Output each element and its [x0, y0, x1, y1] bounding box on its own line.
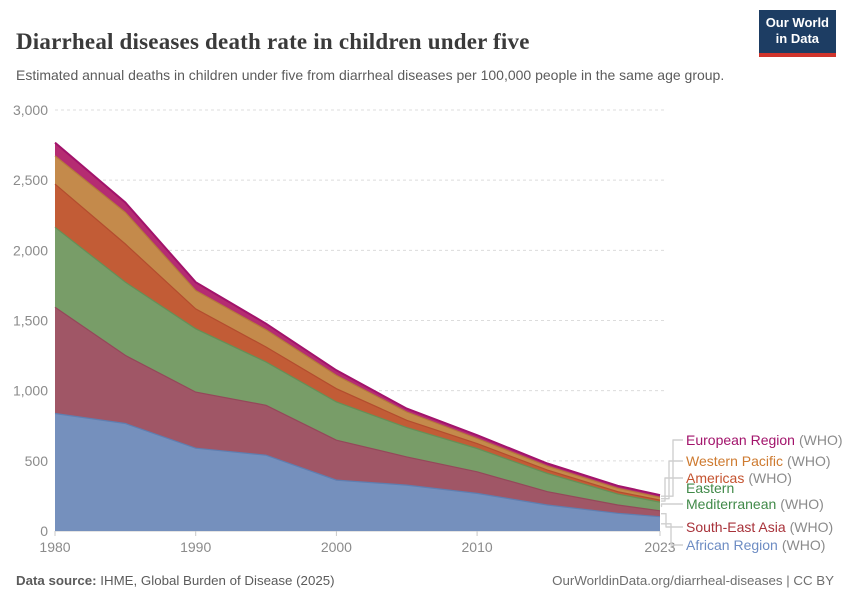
area-band-eastern-mediterranean[interactable]: [55, 227, 660, 511]
legend-connector-african-region: [661, 523, 683, 546]
band-top-line-western-pacific: [54, 155, 661, 498]
x-tick-label: 2000: [321, 539, 352, 555]
chart-subtitle: Estimated annual deaths in children unde…: [16, 67, 725, 83]
legend-item-african-region[interactable]: African Region (WHO): [686, 537, 846, 553]
area-band-south-east-asia[interactable]: [55, 307, 660, 517]
legend-item-eastern-mediterranean[interactable]: Eastern Mediterranean (WHO): [686, 480, 846, 512]
legend-item-european-region[interactable]: European Region (WHO): [686, 432, 846, 448]
band-top-line-americas: [54, 183, 661, 501]
owid-logo-line1: Our World: [765, 15, 829, 30]
legend-label-south-east-asia: South-East Asia: [686, 519, 786, 535]
band-top-line-european-region: [54, 141, 661, 497]
page-title: Diarrheal diseases death rate in childre…: [16, 29, 530, 55]
data-source-label: Data source:: [16, 573, 97, 588]
legend-label-eastern-mediterranean: Mediterranean: [686, 496, 777, 512]
legend-connector-south-east-asia: [661, 513, 683, 528]
legend-connector-americas: [661, 477, 683, 502]
legend-suffix: (WHO): [780, 496, 824, 512]
legend-label-european-region: European Region: [686, 432, 795, 448]
y-tick-label: 0: [40, 523, 48, 539]
legend-suffix: (WHO): [787, 453, 831, 469]
legend-connector-eastern-mediterranean: [660, 503, 683, 508]
legend-suffix: (WHO): [789, 519, 834, 535]
legend-label-african-region: African Region: [686, 537, 778, 553]
legend-label-americas: Americas: [686, 470, 745, 486]
y-tick-label: 1,000: [13, 383, 48, 399]
legend-label-eastern-mediterranean: Eastern: [686, 480, 735, 496]
area-band-african-region[interactable]: [55, 413, 660, 532]
owid-logo-line2: in Data: [775, 31, 820, 47]
x-tick-label: 1990: [180, 539, 211, 555]
legend-suffix: (WHO): [781, 537, 826, 553]
owid-logo[interactable]: Our World in Data: [758, 10, 836, 57]
y-tick-label: 500: [25, 453, 49, 469]
y-tick-label: 2,500: [13, 172, 48, 188]
y-tick-label: 1,500: [13, 313, 48, 329]
legend-item-americas[interactable]: Americas (WHO): [686, 470, 846, 486]
legend-suffix: (WHO): [748, 470, 792, 486]
band-top-line-african-region: [54, 412, 661, 518]
data-source: Data source: IHME, Global Burden of Dise…: [16, 573, 335, 588]
x-tick-label: 2023: [644, 539, 675, 555]
legend-label-western-pacific: Western Pacific: [686, 453, 783, 469]
legend-item-western-pacific[interactable]: Western Pacific (WHO): [686, 453, 846, 469]
x-tick-label: 1980: [39, 539, 70, 555]
band-top-line-south-east-asia: [54, 306, 661, 512]
chart-footer: Data source: IHME, Global Burden of Dise…: [16, 573, 834, 588]
y-tick-label: 2,000: [13, 242, 48, 258]
x-tick-label: 2010: [462, 539, 493, 555]
legend-suffix: (WHO): [798, 432, 843, 448]
legend-connector-european-region: [661, 439, 683, 497]
footer-link[interactable]: OurWorldinData.org/diarrheal-diseases | …: [552, 573, 834, 588]
y-tick-label: 3,000: [13, 102, 48, 118]
legend-item-south-east-asia[interactable]: South-East Asia (WHO): [686, 519, 846, 535]
data-source-text: IHME, Global Burden of Disease (2025): [100, 573, 335, 588]
band-top-line-eastern-mediterranean: [54, 226, 661, 503]
